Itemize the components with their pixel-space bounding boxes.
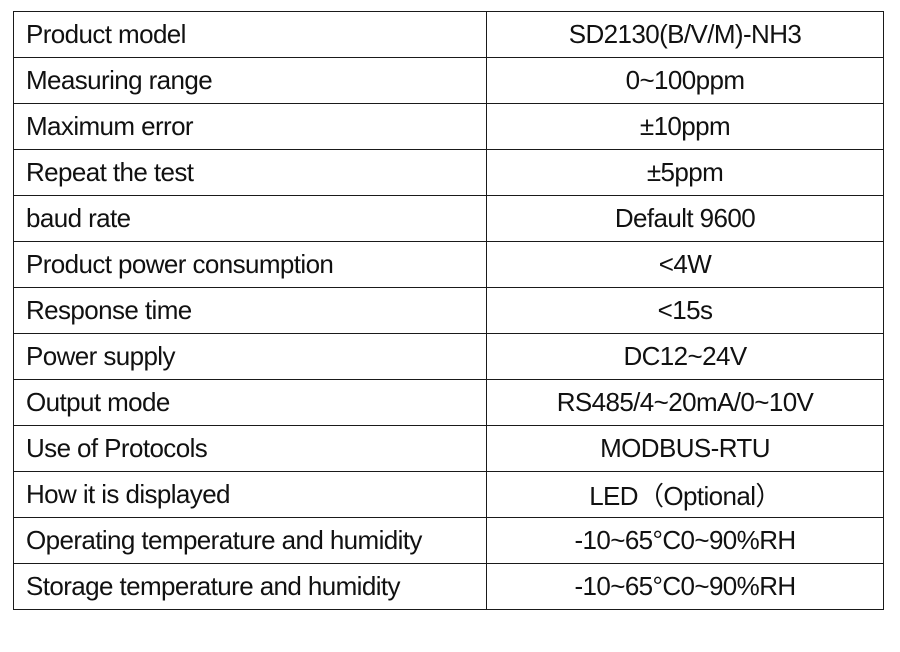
table-row: Measuring range 0~100ppm	[13, 57, 884, 104]
table-row: Operating temperature and humidity -10~6…	[13, 517, 884, 564]
row-value: Default 9600	[486, 195, 884, 242]
table-row: Product power consumption <4W	[13, 241, 884, 288]
row-label: Power supply	[13, 333, 487, 380]
table-row: Product model SD2130(B/V/M)-NH3	[13, 11, 884, 58]
row-label: Product power consumption	[13, 241, 487, 288]
row-label: Storage temperature and humidity	[13, 563, 487, 610]
row-label: Use of Protocols	[13, 425, 487, 472]
row-value: <15s	[486, 287, 884, 334]
row-label: Maximum error	[13, 103, 487, 150]
row-label: Output mode	[13, 379, 487, 426]
table-row: Maximum error ±10ppm	[13, 103, 884, 150]
row-value: -10~65°C0~90%RH	[486, 517, 884, 564]
table-row: How it is displayed LED（Optional）	[13, 471, 884, 518]
row-value: <4W	[486, 241, 884, 288]
row-label: Measuring range	[13, 57, 487, 104]
row-value: MODBUS-RTU	[486, 425, 884, 472]
spec-table: Product model SD2130(B/V/M)-NH3 Measurin…	[13, 11, 884, 610]
table-row: Storage temperature and humidity -10~65°…	[13, 563, 884, 610]
table-row: Repeat the test ±5ppm	[13, 149, 884, 196]
row-value: SD2130(B/V/M)-NH3	[486, 11, 884, 58]
row-value: ±5ppm	[486, 149, 884, 196]
row-label: baud rate	[13, 195, 487, 242]
row-label: How it is displayed	[13, 471, 487, 518]
row-value: ±10ppm	[486, 103, 884, 150]
row-value: 0~100ppm	[486, 57, 884, 104]
row-label: Repeat the test	[13, 149, 487, 196]
row-value: RS485/4~20mA/0~10V	[486, 379, 884, 426]
table-row: Output mode RS485/4~20mA/0~10V	[13, 379, 884, 426]
row-value: DC12~24V	[486, 333, 884, 380]
row-value: -10~65°C0~90%RH	[486, 563, 884, 610]
row-label: Response time	[13, 287, 487, 334]
row-value: LED（Optional）	[486, 471, 884, 518]
table-row: baud rate Default 9600	[13, 195, 884, 242]
row-label: Product model	[13, 11, 487, 58]
table-row: Power supply DC12~24V	[13, 333, 884, 380]
table-row: Use of Protocols MODBUS-RTU	[13, 425, 884, 472]
row-label: Operating temperature and humidity	[13, 517, 487, 564]
table-row: Response time <15s	[13, 287, 884, 334]
